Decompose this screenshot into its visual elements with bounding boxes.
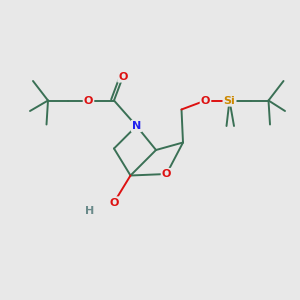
- Text: O: O: [162, 169, 171, 179]
- Text: O: O: [109, 197, 119, 208]
- Text: O: O: [84, 95, 93, 106]
- Text: O: O: [118, 71, 128, 82]
- Text: N: N: [132, 121, 141, 131]
- Text: O: O: [201, 95, 210, 106]
- Text: H: H: [85, 206, 94, 217]
- Text: Si: Si: [224, 95, 236, 106]
